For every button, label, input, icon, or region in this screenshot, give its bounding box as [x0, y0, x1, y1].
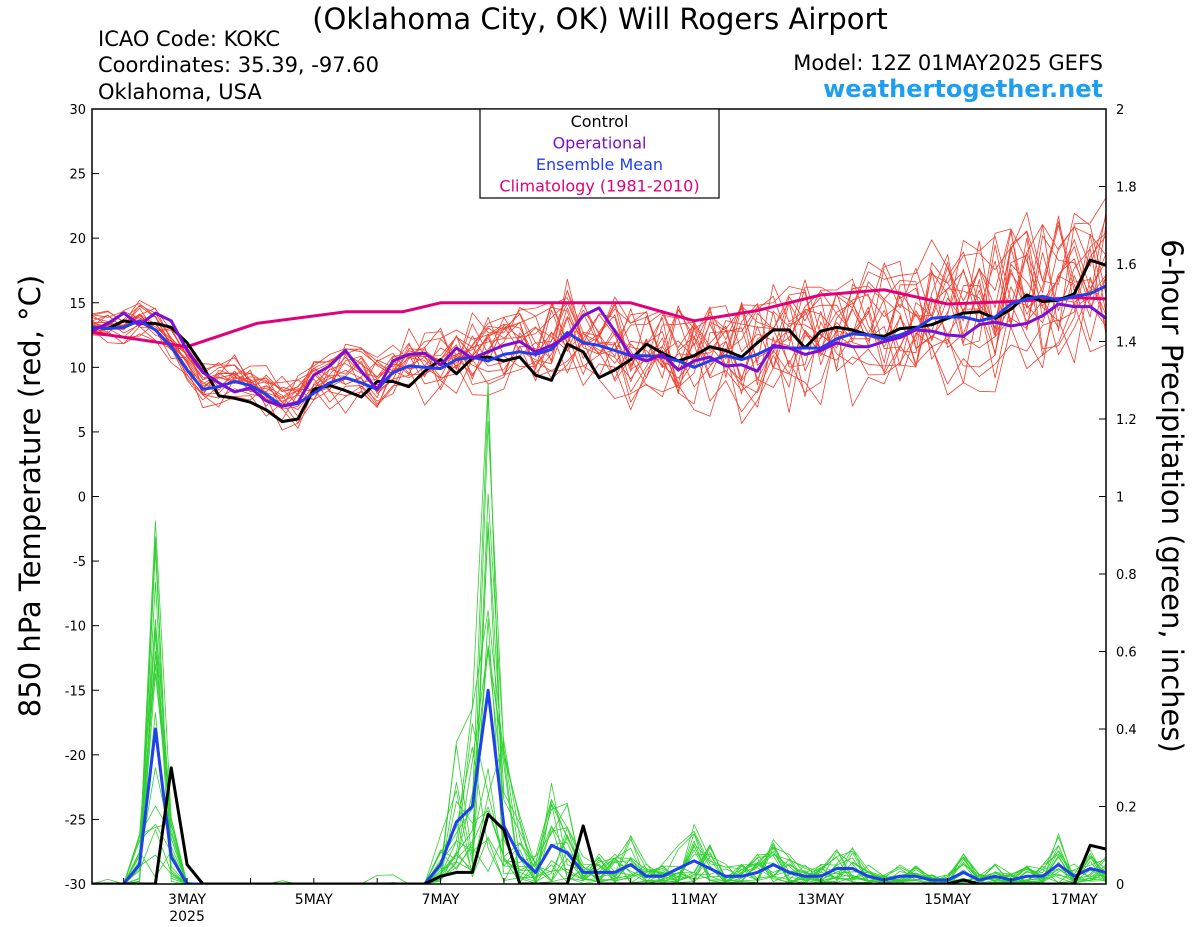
y-left-tick-label: -15 [65, 684, 86, 699]
x-tick-label: 15MAY [924, 892, 971, 908]
climatology-line [92, 288, 1106, 349]
y-left-tick-label: 20 [69, 232, 86, 247]
chart-title: (Oklahoma City, OK) Will Rogers Airport [312, 2, 888, 36]
y-right-tick-label: 1.8 [1116, 181, 1137, 196]
y-left-tick-label: 0 [78, 491, 86, 506]
temperature-ensemble-mean-line [92, 284, 1106, 408]
precipitation-ensemble-mean-line [92, 688, 1106, 884]
y-left-tick-label: 30 [69, 103, 86, 118]
y-left-tick-label: 10 [69, 361, 86, 376]
legend-item: Control [571, 112, 629, 131]
y-left-tick-label: -20 [65, 749, 86, 764]
temperature-member-line [92, 228, 1106, 385]
temperature-member-line [92, 233, 1106, 394]
y-right-tick-label: 1.2 [1116, 413, 1137, 428]
y-right-tick-label: 2 [1116, 103, 1124, 118]
y-left-tick-label: -10 [65, 620, 86, 635]
temperature-operational-line [92, 302, 1106, 408]
y-left-tick-label: 15 [69, 297, 86, 312]
model-run: Model: 12Z 01MAY2025 GEFS [793, 51, 1103, 75]
legend-item: Climatology (1981-2010) [499, 177, 699, 196]
temperature-member-line [92, 302, 1106, 429]
x-tick-label: 9MAY [548, 892, 586, 908]
y-right-tick-label: 0.6 [1116, 646, 1137, 661]
x-tick-label: 5MAY [295, 892, 333, 908]
x-tick-label: 7MAY [422, 892, 460, 908]
precipitation-member-line [92, 649, 1106, 884]
y-left-tick-label: -30 [65, 878, 86, 893]
y-right-tick-label: 1.6 [1116, 258, 1137, 273]
y-left-tick-label: 25 [69, 168, 86, 183]
x-tick-label: 3MAY [168, 892, 206, 908]
y-right-tick-label: 1 [1116, 491, 1124, 506]
y-left-tick-label: -25 [65, 813, 86, 828]
legend-item: Operational [553, 134, 647, 153]
x-tick-label: 17MAY [1051, 892, 1098, 908]
y-left-tick-label: -5 [73, 555, 86, 570]
precipitation-member-line [92, 393, 1106, 884]
temperature-member-line [92, 228, 1106, 402]
temperature-member-line [92, 254, 1106, 417]
legend-box [479, 108, 720, 199]
y-left-tick-label: 5 [78, 426, 86, 441]
y-right-tick-label: 0.2 [1116, 801, 1137, 816]
x-tick-label: 13MAY [797, 892, 844, 908]
y-right-tick-label: 0.8 [1116, 568, 1137, 583]
legend-item: Ensemble Mean [536, 155, 663, 174]
precipitation-control-line [92, 766, 1106, 884]
y-right-tick-label: 0.4 [1116, 723, 1137, 738]
y-right-tick-label: 0 [1116, 878, 1124, 893]
x-tick-label: 11MAY [671, 892, 718, 908]
icao-code: ICAO Code: KOKC [98, 27, 281, 51]
precipitation-member-line [92, 634, 1106, 884]
temperature-member-line [92, 236, 1106, 394]
temperature-member-line [92, 232, 1106, 410]
coordinates: Coordinates: 35.39, -97.60 [98, 53, 379, 77]
x-tick-sublabel: 2025 [169, 909, 205, 925]
plot-layer [92, 197, 1106, 884]
region: Oklahoma, USA [98, 80, 262, 104]
plot-area [92, 109, 1106, 884]
site-link[interactable]: weathertogether.net [823, 75, 1103, 103]
y-right-tick-label: 1.4 [1116, 336, 1137, 351]
